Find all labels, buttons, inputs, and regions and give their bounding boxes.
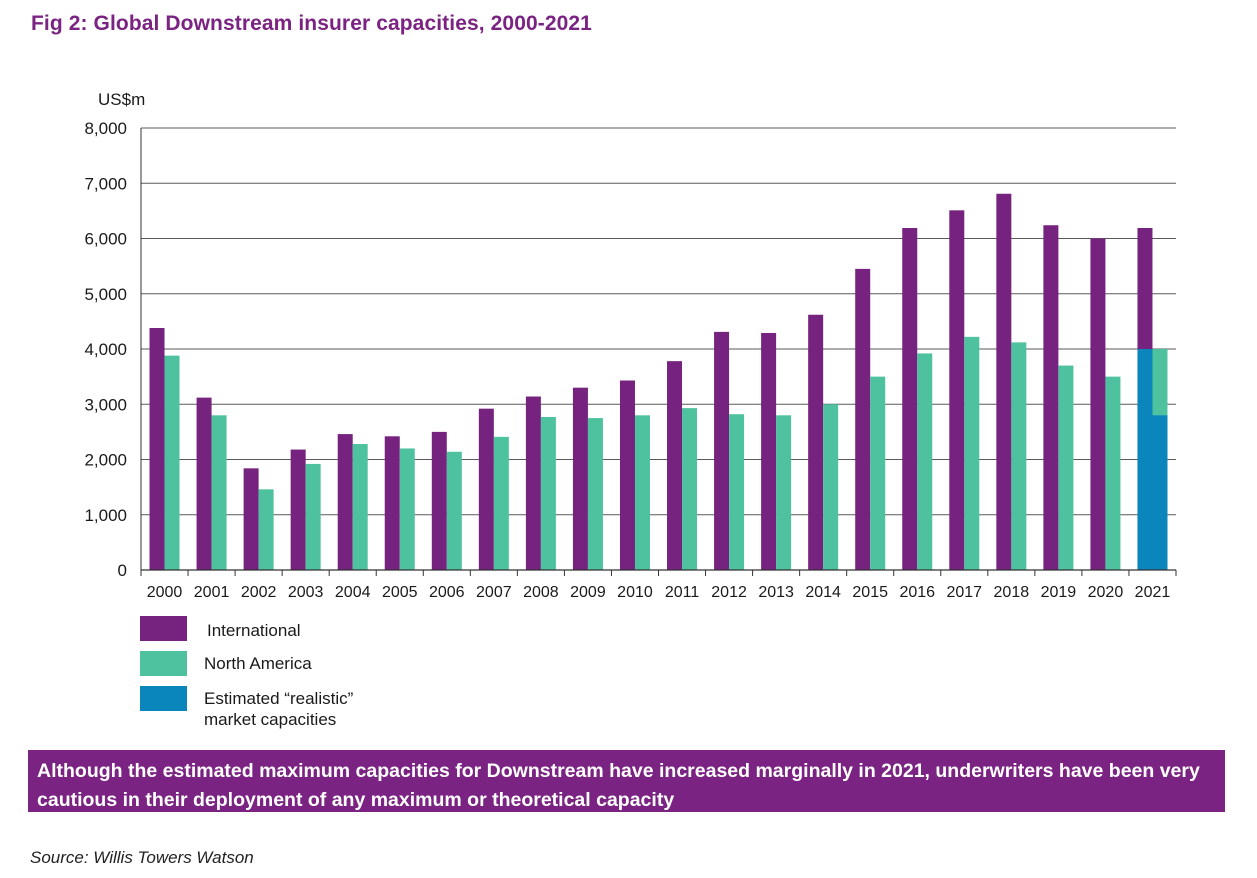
x-tick-label: 2019 (1041, 584, 1077, 601)
bar-international-2020 (1090, 238, 1106, 570)
bar-international-2014 (808, 314, 824, 570)
x-tick-label: 2000 (147, 584, 183, 601)
bar-north-america-2008 (540, 416, 556, 570)
bar-international-2013 (761, 332, 777, 570)
bar-international-2003 (290, 449, 306, 570)
bar-north-america-2017 (964, 336, 980, 570)
x-tick-label: 2002 (241, 584, 277, 601)
y-tick-labels: 0 1,000 2,000 3,000 4,000 5,000 6,000 7,000 8,00… (84, 119, 127, 580)
legend-swatch-international (140, 616, 187, 641)
legend-label-international: International (207, 621, 301, 640)
legend-label-realistic: Estimated “realistic” market capacities (204, 689, 354, 729)
bar-north-america-2001 (211, 415, 227, 570)
bar-international-2011 (667, 361, 683, 570)
bar-international-2001 (196, 397, 212, 570)
bar-realistic-international-2021 (1137, 349, 1153, 570)
bar-north-america-2016 (917, 353, 933, 570)
x-tick-label: 2005 (382, 584, 418, 601)
bar-north-america-2004 (352, 444, 368, 570)
bar-north-america-2007 (493, 436, 509, 570)
bar-international-2012 (714, 331, 730, 570)
y-tick-label: 4,000 (84, 340, 127, 359)
bar-north-america-2012 (729, 414, 745, 570)
bar-international-2015 (855, 268, 871, 570)
x-tick-label: 2020 (1088, 584, 1124, 601)
x-tick-label: 2007 (476, 584, 512, 601)
bar-international-2019 (1043, 225, 1059, 571)
y-tick-label: 6,000 (84, 230, 127, 249)
x-tick-label: 2009 (570, 584, 606, 601)
bar-international-2008 (525, 396, 541, 570)
bar-international-2004 (337, 434, 353, 570)
x-tick-label: 2016 (899, 584, 935, 601)
bar-north-america-2009 (587, 418, 603, 570)
y-tick-label: 7,000 (84, 174, 127, 193)
x-tick-label: 2006 (429, 584, 465, 601)
bar-north-america-2010 (634, 415, 650, 570)
bar-north-america-2003 (305, 463, 321, 570)
bar-north-america-2013 (776, 415, 792, 570)
axes (140, 128, 1177, 576)
x-tick-labels: 2000 2001 2002 2003 2004 2005 2006 2007 2008 2009… (147, 584, 1171, 601)
bar-international-2010 (619, 380, 635, 570)
chart-title: Fig 2: Global Downstream insurer capacit… (31, 12, 592, 35)
bar-international-2005 (384, 436, 400, 570)
bar-international-2000 (149, 328, 165, 570)
source-note: Source: Willis Towers Watson (30, 848, 254, 867)
bars (149, 193, 1168, 571)
bar-north-america-2018 (1011, 342, 1027, 570)
bar-international-2006 (431, 431, 447, 570)
y-tick-label: 3,000 (84, 395, 127, 414)
x-tick-label: 2014 (805, 584, 841, 601)
x-tick-label: 2012 (711, 584, 747, 601)
bar-north-america-2000 (164, 355, 180, 570)
bar-international-2017 (949, 210, 965, 570)
key-finding-callout: Although the estimated maximum capacitie… (28, 750, 1225, 812)
x-tick-label: 2010 (617, 584, 653, 601)
bar-international-2002 (243, 468, 259, 570)
bar-north-america-2019 (1058, 365, 1074, 570)
y-tick-label: 0 (118, 561, 127, 580)
bar-realistic-north-america-2021 (1152, 415, 1168, 570)
bar-north-america-2005 (399, 448, 415, 570)
bar-chart: 0 1,000 2,000 3,000 4,000 5,000 6,000 7,000 8,00… (84, 90, 1177, 601)
bar-international-2007 (478, 408, 494, 570)
bar-international-2016 (902, 228, 918, 570)
x-tick-label: 2004 (335, 584, 371, 601)
y-tick-label: 2,000 (84, 451, 127, 470)
bar-north-america-2014 (823, 404, 839, 570)
x-tick-label: 2015 (852, 584, 888, 601)
y-tick-label: 8,000 (84, 119, 127, 138)
x-tick-label: 2017 (946, 584, 982, 601)
bar-north-america-2020 (1105, 376, 1121, 570)
bar-north-america-2015 (870, 376, 886, 570)
x-tick-label: 2003 (288, 584, 324, 601)
x-tick-label: 2001 (194, 584, 230, 601)
bar-north-america-2006 (446, 451, 462, 570)
bar-north-america-2002 (258, 489, 274, 570)
bar-international-2018 (996, 193, 1012, 570)
bar-north-america-2011 (682, 408, 698, 570)
y-tick-label: 5,000 (84, 285, 127, 304)
y-axis-title: US$m (98, 90, 145, 109)
legend-label-north-america: North America (204, 654, 312, 673)
legend-swatch-north-america (140, 651, 187, 676)
x-tick-label: 2021 (1135, 584, 1171, 601)
x-tick-label: 2013 (758, 584, 794, 601)
legend-swatch-realistic (140, 686, 187, 711)
y-tick-label: 1,000 (84, 506, 127, 525)
x-tick-label: 2008 (523, 584, 559, 601)
x-tick-label: 2018 (994, 584, 1030, 601)
x-tick-label: 2011 (665, 584, 700, 601)
bar-international-2009 (572, 387, 588, 570)
